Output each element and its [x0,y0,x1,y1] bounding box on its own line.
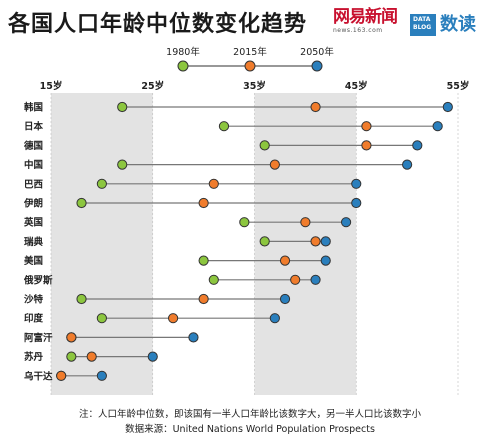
country-row: 印度 [24,313,280,325]
country-label: 瑞典 [24,236,44,248]
country-row: 乌干达 [24,370,107,382]
country-label: 阿富汗 [24,332,53,344]
dot-2050 [320,236,331,247]
country-label: 美国 [23,255,43,267]
country-row: 伊朗 [23,197,362,210]
dot-2015 [208,178,219,189]
shudu-label: 数读 [440,14,476,35]
dot-1980 [259,236,270,247]
dot-2050 [279,293,291,305]
background-bands [51,93,357,395]
dot-1980 [96,313,107,324]
dot-2015 [290,274,301,285]
dot-2050 [412,140,423,151]
data-source: 数据来源：United Nations World Population Pro… [125,424,375,435]
footnote: 注：人口年龄中位数，即该国有一半人口年龄比该数字大，另一半人口比该数字小 [78,409,421,420]
country-row: 巴西 [24,178,362,190]
dot-1980 [66,351,77,362]
page-title: 各国人口年龄中位数变化趋势 [8,12,308,37]
x-axis: 15岁 25岁 35岁 45岁 55岁 [40,80,470,395]
dot-2015 [198,293,209,305]
country-row: 美国 [23,255,331,267]
dot-1980 [239,217,250,228]
dot-2050 [432,121,443,132]
country-label: 苏丹 [24,351,44,363]
legend-marker [177,60,189,72]
country-label: 伊朗 [23,198,43,210]
dot-1980 [117,159,128,170]
country-row: 德国 [24,140,423,152]
dot-2050 [188,332,199,343]
dot-2050 [147,351,158,362]
dot-2050 [351,178,362,189]
country-label: 日本 [24,121,44,133]
x-tick-label: 15岁 [40,80,63,92]
median-age-chart: 1980年 2015年 2050年 15岁 25岁 35岁 45岁 55岁 韩国日本德国中国… [23,46,470,395]
country-label: 韩国 [24,102,43,114]
dot-2015 [361,140,372,151]
band-15-25 [51,93,153,395]
x-tick-label: 35岁 [243,80,266,92]
legend-label: 2050年 [300,46,334,58]
dot-2050 [310,274,321,285]
country-label: 沙特 [24,294,44,306]
country-row: 英国 [24,217,352,229]
country-row: 韩国 [24,101,453,114]
netease-news-logo: 网易新闻 news.163.com [333,7,398,35]
legend-marker [311,60,323,72]
country-row: 沙特 [24,293,291,306]
dot-2015 [279,255,291,266]
legend: 1980年 2015年 2050年 [166,46,334,72]
dot-2050 [269,313,280,324]
dot-2050 [351,197,362,209]
country-label: 中国 [24,159,43,171]
dot-2015 [269,159,280,170]
dot-2050 [402,159,413,170]
dot-2015 [168,313,179,324]
dot-2015 [198,197,209,209]
country-label: 巴西 [24,179,44,190]
dot-2050 [340,217,352,228]
dot-1980 [76,293,87,305]
dot-1980 [208,274,219,285]
x-tick-label: 25岁 [141,80,164,92]
country-row: 俄罗斯 [23,274,321,286]
dot-2015 [361,121,372,132]
dot-1980 [117,101,128,113]
dot-2015 [66,332,77,343]
legend-marker [244,60,256,72]
x-tick-label: 45岁 [345,80,368,92]
band-35-45 [254,93,357,395]
country-label: 英国 [24,217,43,229]
dot-2050 [320,255,331,266]
country-label: 印度 [24,313,44,325]
country-row: 中国 [24,159,413,171]
dot-2050 [442,101,453,113]
dot-2015 [310,236,321,247]
dot-2015 [300,217,311,228]
brand-url: news.163.com [333,27,383,34]
x-tick-label: 55岁 [447,80,470,92]
country-row: 瑞典 [24,236,331,248]
dot-2015 [310,101,321,113]
dot-1980 [96,178,107,189]
country-row: 日本 [24,121,443,133]
country-label: 俄罗斯 [23,274,53,286]
dot-1980 [259,140,270,151]
legend-label: 1980年 [166,46,200,58]
dot-2015 [86,351,97,362]
datablog-logo: DATA BLOG [410,14,436,36]
dot-1980 [218,121,230,132]
dot-1980 [198,255,209,266]
country-row: 苏丹 [24,351,158,363]
brand-name: 网易新闻 [333,7,398,27]
country-row: 阿富汗 [24,332,199,344]
dot-2015 [56,370,67,381]
country-label: 乌干达 [24,370,53,382]
country-label: 德国 [24,140,43,152]
legend-label: 2015年 [233,46,267,58]
dot-1980 [76,197,87,209]
dot-2050 [96,370,107,381]
